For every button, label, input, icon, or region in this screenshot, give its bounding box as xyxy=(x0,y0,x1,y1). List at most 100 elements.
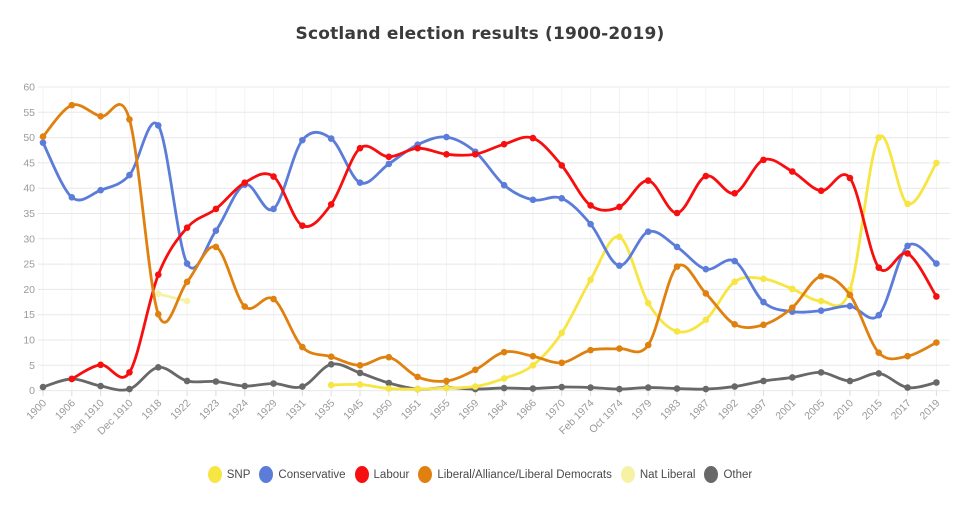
data-point-liberal-alliance-liberal-democrats xyxy=(154,310,162,318)
chart-title: Scotland election results (1900-2019) xyxy=(295,24,665,44)
series-snp xyxy=(327,134,940,393)
data-point-liberal-alliance-liberal-democrats xyxy=(270,295,277,303)
legend-item-other[interactable]: Other xyxy=(704,466,752,483)
data-point-conservative xyxy=(846,302,854,310)
data-point-labour xyxy=(933,293,940,300)
legend-label: Nat Liberal xyxy=(639,468,696,481)
x-axis-label: 2019 xyxy=(918,397,943,422)
data-point-liberal-alliance-liberal-democrats xyxy=(673,263,681,270)
data-point-labour xyxy=(97,361,104,369)
data-point-conservative xyxy=(270,205,277,213)
data-point-snp xyxy=(385,385,393,392)
data-point-other xyxy=(673,385,681,392)
data-point-snp xyxy=(327,381,335,389)
data-point-other xyxy=(875,370,883,377)
data-point-snp xyxy=(702,316,710,324)
data-point-conservative xyxy=(126,171,133,179)
data-point-labour xyxy=(587,202,594,209)
data-point-conservative xyxy=(39,139,47,146)
y-axis-label: 5 xyxy=(29,360,35,372)
x-axis-label: 1924 xyxy=(226,397,251,422)
y-axis-labels: 0 5 10 15 20 25 30 35 40 45 50 55 60 xyxy=(23,82,35,398)
data-point-other xyxy=(702,385,710,393)
data-point-labour xyxy=(327,201,335,208)
data-point-labour xyxy=(500,140,508,148)
x-axis-label: 1900 xyxy=(24,397,49,422)
legend-item-liberal-alliance-liberal-democrats[interactable]: Liberal/Alliance/Liberal Democrats xyxy=(418,466,612,483)
data-point-labour xyxy=(385,153,393,161)
data-point-labour xyxy=(68,375,76,383)
y-axis-label: 45 xyxy=(23,157,35,169)
y-axis-label: 60 xyxy=(23,82,35,94)
x-axis-label: 1931 xyxy=(283,397,308,422)
data-point-liberal-alliance-liberal-democrats xyxy=(702,290,710,297)
legend-marker-labour xyxy=(354,466,369,483)
legend-marker-liberal-alliance-liberal-democrats xyxy=(418,466,433,483)
data-point-labour xyxy=(558,162,566,169)
data-point-liberal-alliance-liberal-democrats xyxy=(558,359,566,367)
data-point-other xyxy=(327,360,335,368)
legend-label: SNP xyxy=(226,468,251,481)
data-point-labour xyxy=(904,250,911,257)
data-point-labour xyxy=(154,271,162,279)
data-point-snp xyxy=(471,383,479,390)
data-point-conservative xyxy=(154,122,162,129)
data-point-labour xyxy=(529,134,537,142)
x-axis-label: 1951 xyxy=(399,397,424,422)
data-point-snp xyxy=(731,278,738,286)
series-line-snp xyxy=(329,134,938,391)
legend-item-conservative[interactable]: Conservative xyxy=(259,466,346,483)
x-axis-label: 1955 xyxy=(428,397,453,422)
x-axis-label: 1997 xyxy=(745,397,770,422)
x-axis-label: 1935 xyxy=(312,397,337,422)
series-line-nat-liberal xyxy=(156,292,189,303)
data-point-other xyxy=(731,383,738,390)
legend-item-snp[interactable]: SNP xyxy=(207,466,251,483)
data-point-liberal-alliance-liberal-democrats xyxy=(471,366,479,374)
data-point-liberal-alliance-liberal-democrats xyxy=(616,345,623,352)
x-axis-label: 1906 xyxy=(53,397,78,422)
data-point-snp xyxy=(443,384,450,392)
data-point-nat-liberal xyxy=(154,290,162,298)
data-point-other xyxy=(846,377,854,385)
x-axis-label: 1945 xyxy=(341,397,366,422)
y-axis-label: 40 xyxy=(23,183,35,195)
data-point-liberal-alliance-liberal-democrats xyxy=(875,349,883,356)
legend-item-labour[interactable]: Labour xyxy=(354,466,409,483)
legend-marker-snp xyxy=(207,466,222,483)
data-point-snp xyxy=(500,375,508,382)
data-point-conservative xyxy=(183,260,191,267)
axis-ticks xyxy=(42,390,937,397)
data-point-conservative xyxy=(644,228,652,236)
data-point-labour xyxy=(673,209,681,217)
data-point-snp xyxy=(904,200,911,208)
data-point-conservative xyxy=(500,181,508,189)
data-point-conservative xyxy=(731,257,738,265)
data-point-other xyxy=(760,377,767,385)
data-point-conservative xyxy=(616,262,623,269)
chart-legend: SNP Conservative Labour Liberal/Alliance/Li… xyxy=(0,466,960,483)
data-point-other xyxy=(299,383,306,390)
x-axis-label: 2017 xyxy=(889,397,914,422)
data-point-snp xyxy=(789,285,796,293)
data-point-liberal-alliance-liberal-democrats xyxy=(183,278,191,286)
data-point-other xyxy=(616,385,623,393)
data-point-liberal-alliance-liberal-democrats xyxy=(587,346,594,354)
data-point-other xyxy=(212,378,220,385)
data-point-snp xyxy=(760,275,767,283)
data-point-snp xyxy=(529,362,537,369)
data-point-conservative xyxy=(875,311,883,319)
data-point-liberal-alliance-liberal-democrats xyxy=(644,341,652,349)
data-point-labour xyxy=(299,222,306,229)
data-point-conservative xyxy=(702,265,710,273)
x-axis-label: 1966 xyxy=(514,397,539,422)
data-point-snp xyxy=(817,297,825,305)
x-axis-label: 2001 xyxy=(773,397,798,422)
data-point-labour xyxy=(443,150,450,158)
data-point-other xyxy=(270,380,277,387)
data-point-liberal-alliance-liberal-democrats xyxy=(126,116,133,123)
data-point-other xyxy=(904,384,911,391)
legend-item-nat-liberal[interactable]: Nat Liberal xyxy=(620,466,696,483)
data-point-conservative xyxy=(356,179,364,186)
